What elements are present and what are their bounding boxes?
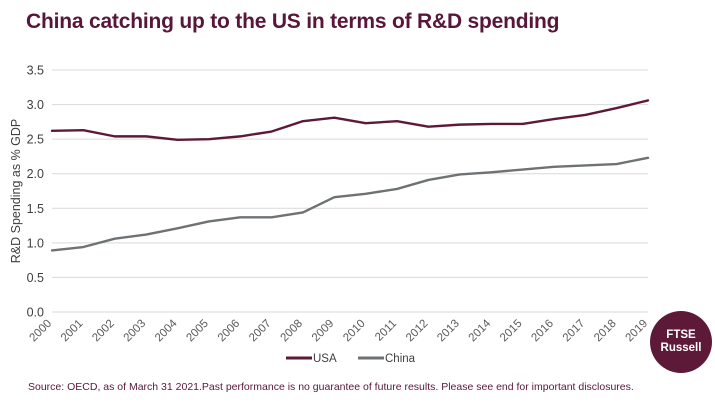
series-line-usa [50, 99, 650, 142]
x-tick-label: 2003 [122, 318, 149, 345]
x-tick-label: 2000 [28, 318, 55, 345]
x-tick-label: 2014 [467, 317, 494, 344]
x-tick-label: 2017 [561, 318, 588, 345]
y-axis-title: R&D Spending as % GDP [9, 119, 23, 264]
x-tick-label: 2019 [624, 318, 651, 345]
x-tick-label: 2009 [310, 318, 337, 345]
chart-title: China catching up to the US in terms of … [26, 10, 560, 33]
data-series-lines [50, 99, 650, 252]
x-tick-label: 2006 [216, 318, 243, 345]
ftse-russell-logo: FTSE Russell [650, 311, 712, 373]
x-tick-label: 2013 [435, 318, 462, 345]
y-tick-label: 2.5 [27, 133, 44, 147]
y-tick-label: 1.5 [27, 202, 44, 216]
x-axis-tick-labels: 2000 2001 2002 2003 2004 2005 2006 2007 2008 2009… [28, 317, 651, 344]
x-tick-label: 2001 [59, 318, 86, 345]
x-tick-label: 2008 [278, 318, 305, 345]
x-tick-label: 2011 [373, 318, 399, 344]
chart-legend: USA China [286, 353, 416, 365]
y-tick-label: 2.0 [27, 167, 44, 181]
y-tick-label: 1.0 [27, 236, 44, 250]
logo-line-2: Russell [660, 342, 702, 354]
y-tick-label: 3.5 [27, 64, 44, 78]
gridlines [52, 69, 648, 313]
x-tick-label: 2005 [184, 318, 211, 345]
x-tick-label: 2002 [90, 318, 117, 345]
logo-line-1: FTSE [666, 328, 696, 341]
y-axis-tick-labels: 0.0 0.5 1.0 1.5 2.0 2.5 3.0 3.5 [27, 64, 44, 320]
legend-label-usa: USA [313, 353, 337, 365]
y-tick-label: 3.0 [27, 98, 44, 112]
x-tick-label: 2016 [529, 318, 556, 345]
legend-label-china: China [385, 353, 416, 365]
x-tick-label: 2007 [247, 318, 274, 345]
y-tick-label: 0.0 [27, 306, 44, 320]
x-tick-label: 2018 [592, 318, 619, 345]
series-line-china [50, 156, 650, 252]
x-tick-label: 2015 [498, 318, 525, 345]
source-footnote: Source: OECD, as of March 31 2021.Past p… [28, 381, 634, 393]
y-axis-title: R&D Spending as % GDP [9, 119, 23, 264]
x-tick-label: 2004 [153, 317, 180, 344]
x-tick-label: 2010 [341, 318, 368, 345]
y-tick-label: 0.5 [27, 271, 44, 285]
x-tick-label: 2012 [404, 318, 431, 345]
